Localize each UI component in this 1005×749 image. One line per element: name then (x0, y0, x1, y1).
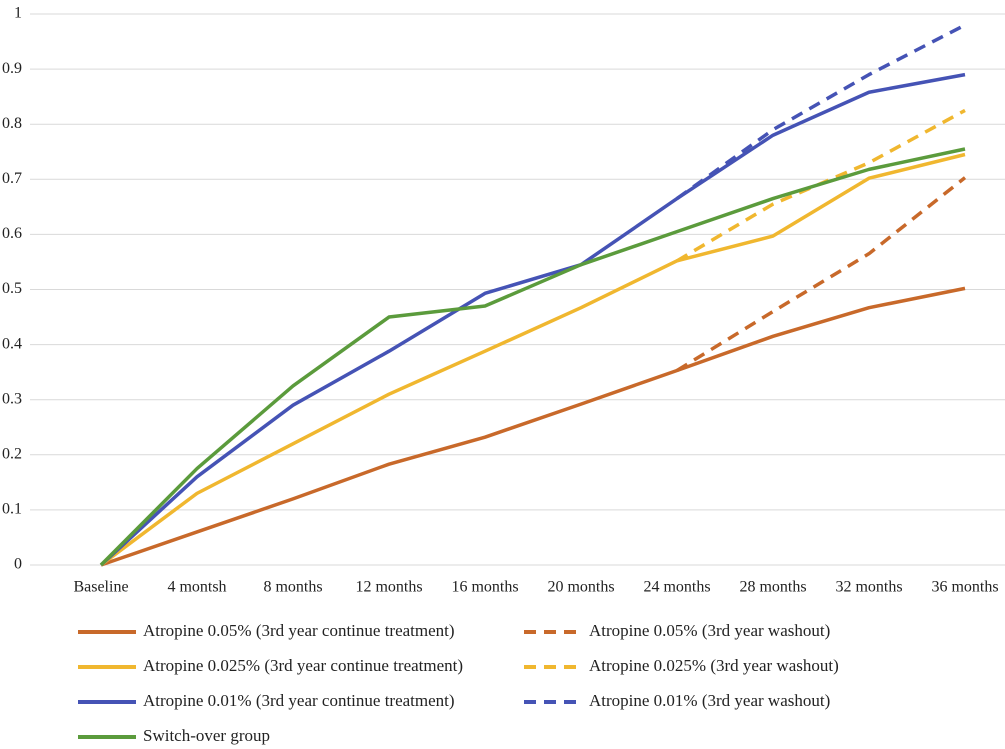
y-tick-label: 0.8 (2, 115, 22, 132)
series-line (99, 152, 966, 567)
x-tick-label: 36 months (931, 579, 998, 596)
x-tick-label: 12 months (355, 579, 422, 596)
series-line (676, 176, 967, 372)
series-line (99, 147, 966, 567)
x-tick-label: Baseline (73, 579, 128, 596)
x-tick-label: 32 months (835, 579, 902, 596)
series-line (100, 286, 966, 567)
y-tick-label: 0.5 (2, 280, 22, 297)
x-tick-label: 16 months (451, 579, 518, 596)
x-tick-label: 24 months (643, 579, 710, 596)
y-tick-label: 0.1 (2, 501, 22, 518)
legend-label: Atropine 0.05% (3rd year washout) (589, 621, 830, 640)
legend-label: Atropine 0.01% (3rd year washout) (589, 691, 830, 710)
y-tick-label: 0.4 (2, 335, 22, 352)
y-tick-label: 0.7 (2, 170, 22, 187)
legend-label: Atropine 0.05% (3rd year continue treatm… (143, 621, 455, 640)
y-tick-label: 0.9 (2, 60, 22, 77)
x-tick-label: 28 months (739, 579, 806, 596)
y-tick-label: 0.2 (2, 445, 22, 462)
x-tick-label: 4 montsh (167, 579, 226, 596)
x-tick-label: 8 months (263, 579, 322, 596)
legend-label: Switch-over group (143, 726, 270, 745)
y-tick-label: 1 (14, 5, 22, 22)
legend-label: Atropine 0.025% (3rd year washout) (589, 656, 839, 675)
legend-label: Atropine 0.01% (3rd year continue treatm… (143, 691, 455, 710)
legend-label: Atropine 0.025% (3rd year continue treat… (143, 656, 463, 675)
y-tick-label: 0.3 (2, 390, 22, 407)
y-tick-label: 0 (14, 556, 22, 573)
x-tick-label: 20 months (547, 579, 614, 596)
series-line (99, 72, 966, 567)
series-line (675, 23, 966, 201)
y-tick-label: 0.6 (2, 225, 22, 242)
